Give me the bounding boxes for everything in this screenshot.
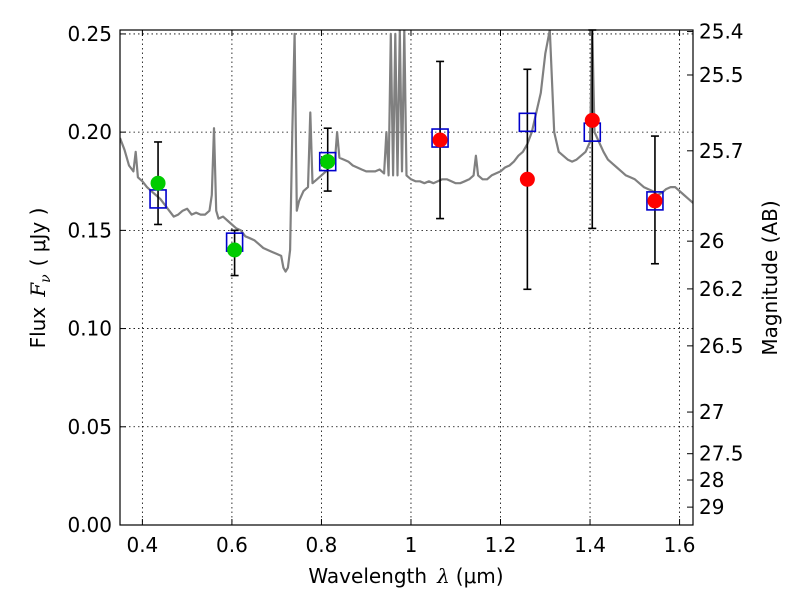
y2-tick-label: 27 bbox=[699, 400, 724, 424]
x-axis-label-prefix: Wavelength bbox=[308, 564, 427, 588]
y2-tick-label: 25.7 bbox=[699, 139, 744, 163]
x-tick-label: 1 bbox=[405, 533, 418, 557]
x-tick-label: 0.8 bbox=[306, 533, 338, 557]
observed-point-green bbox=[320, 154, 336, 170]
y2-tick-label: 29 bbox=[699, 495, 724, 519]
y-tick-label: 0.15 bbox=[67, 218, 112, 242]
x-tick-label: 0.6 bbox=[216, 533, 248, 557]
model-photometry-square bbox=[646, 191, 664, 211]
x-axis-ticks: 0.4 0.6 0.8 1 1.2 1.4 1.6 bbox=[126, 30, 695, 557]
y-tick-label: 0.05 bbox=[67, 415, 112, 439]
y2-axis-ticks: 25.4 25.5 25.7 26 26.2 26.5 27 27.528 29 bbox=[687, 20, 744, 519]
observed-point-green bbox=[227, 242, 243, 258]
observed-point-red bbox=[519, 171, 535, 187]
y2-tick-label: 25.5 bbox=[699, 63, 744, 87]
y2-tick-label: 28 bbox=[699, 468, 724, 492]
x-tick-label: 1.6 bbox=[664, 533, 696, 557]
y-axis-label-symbol: F bbox=[26, 282, 50, 298]
y2-tick-label: 25.4 bbox=[699, 20, 744, 44]
y-axis-label-unit: ( μJy ) bbox=[26, 208, 50, 267]
y2-tick-label: 27.5 bbox=[699, 442, 744, 466]
markers bbox=[149, 112, 664, 258]
y-axis-label: Flux Fν ( μJy ) bbox=[26, 208, 54, 349]
y-axis-label-subscript: ν bbox=[38, 274, 54, 283]
y2-tick-label: 26 bbox=[699, 229, 724, 253]
x-tick-label: 0.4 bbox=[126, 533, 158, 557]
y2-tick-label: 26.2 bbox=[699, 277, 744, 301]
y2-axis-label: Magnitude (AB) bbox=[758, 200, 782, 355]
observed-point-red bbox=[432, 132, 448, 148]
observed-point-red bbox=[584, 112, 600, 128]
x-axis-label: Wavelength λ (μm) bbox=[308, 564, 503, 588]
y2-tick-label: 26.5 bbox=[699, 334, 744, 358]
y-tick-label: 0.25 bbox=[67, 22, 112, 46]
spectrum-line bbox=[120, 30, 693, 273]
x-axis-label-symbol: λ bbox=[436, 564, 450, 588]
spectrum-layer bbox=[120, 30, 693, 273]
y-tick-label: 0.20 bbox=[67, 120, 112, 144]
observed-point-green bbox=[150, 175, 166, 191]
plot-frame bbox=[119, 29, 694, 526]
x-axis-label-unit: (μm) bbox=[456, 564, 504, 588]
observed-point-red bbox=[647, 193, 663, 209]
x-tick-label: 1.2 bbox=[485, 533, 517, 557]
y-axis-label-prefix: Flux bbox=[26, 307, 50, 349]
y-axis-ticks: 0.00 0.05 0.10 0.15 0.20 0.25 bbox=[67, 22, 126, 537]
model-photometry-square bbox=[318, 151, 337, 172]
x-tick-label: 1.4 bbox=[574, 533, 606, 557]
y-tick-label: 0.00 bbox=[67, 513, 112, 537]
model-photometry-square bbox=[518, 112, 537, 133]
y-tick-label: 0.10 bbox=[67, 317, 112, 341]
